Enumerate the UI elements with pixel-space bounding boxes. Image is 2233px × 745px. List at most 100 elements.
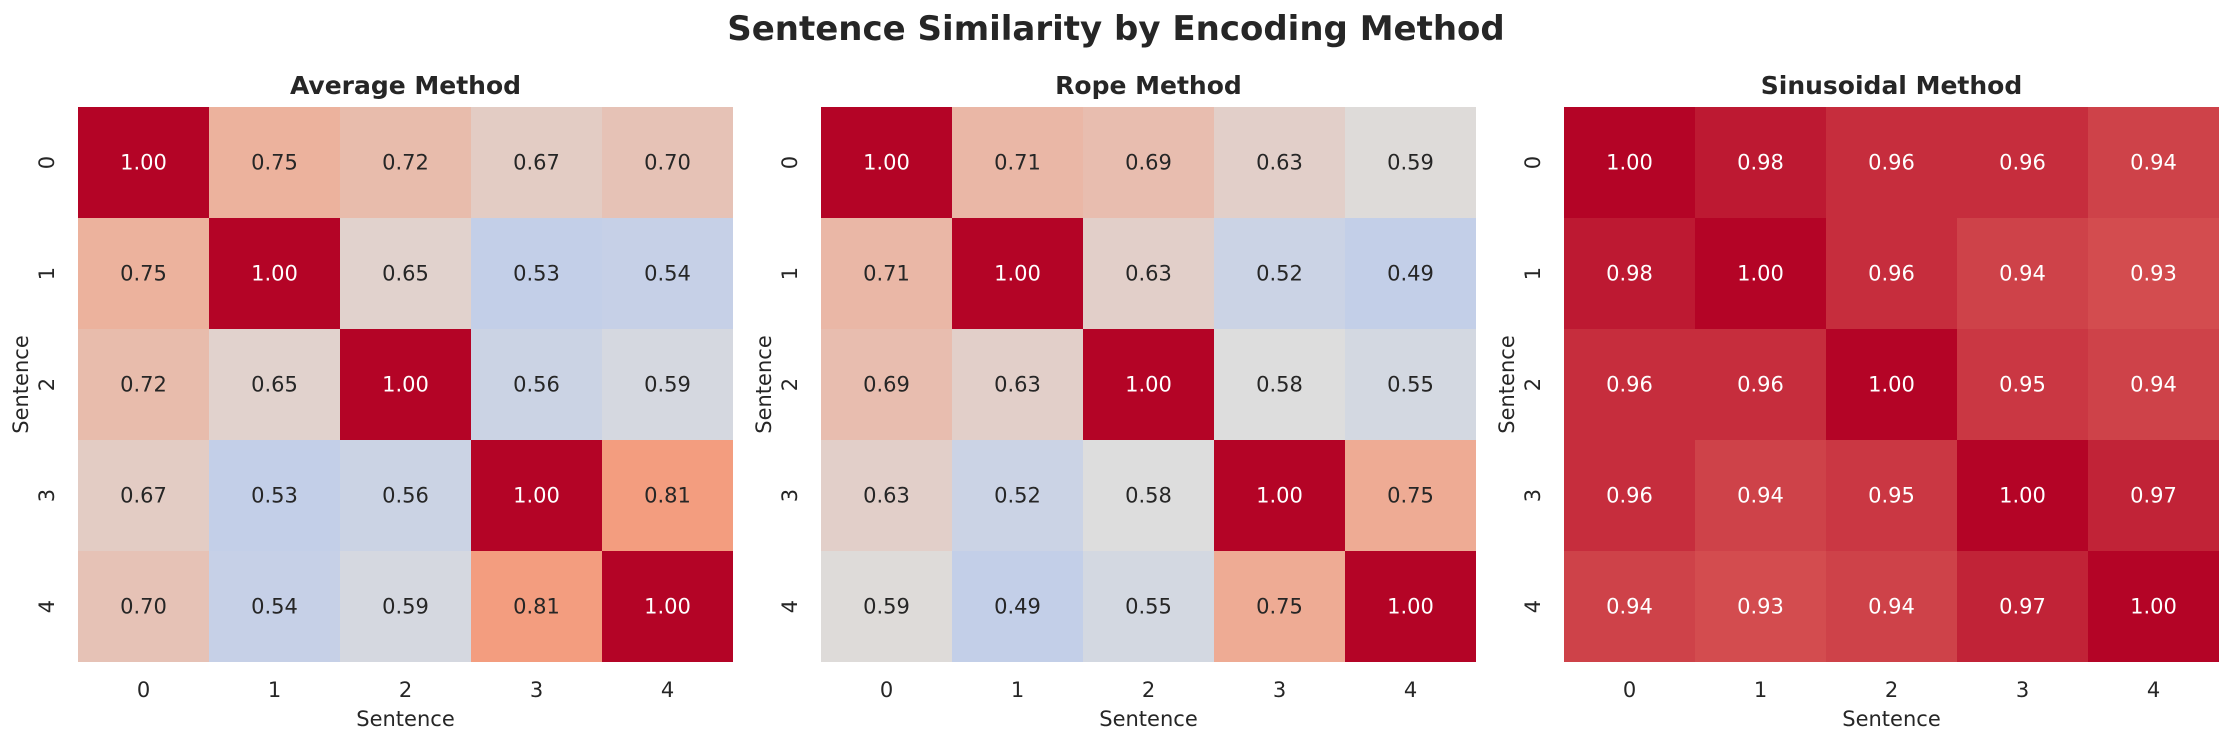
cell-value-label: 0.56: [382, 484, 429, 508]
heatmap-cell: [952, 107, 1083, 218]
cell-value-label: 1.00: [644, 595, 691, 619]
cell-value-label: 0.94: [1868, 595, 1915, 619]
heatmap-cell: [1214, 107, 1345, 218]
y-axis-label: Sentence: [752, 335, 776, 434]
heatmap-cell: [602, 107, 733, 218]
heatmap-cell: [1826, 329, 1957, 440]
cell-value-label: 0.72: [382, 151, 429, 175]
y-tick-label: 2: [35, 378, 59, 391]
cell-value-label: 0.96: [1868, 151, 1915, 175]
heatmap-cell: [1695, 551, 1826, 662]
heatmap-cell: [1957, 218, 2088, 329]
x-tick-label: 0: [1623, 678, 1636, 702]
cell-value-label: 0.65: [251, 373, 298, 397]
cell-value-label: 0.98: [1606, 262, 1653, 286]
cell-value-label: 0.75: [120, 262, 167, 286]
cell-value-label: 0.63: [994, 373, 1041, 397]
heatmap-cell: [340, 551, 471, 662]
heatmap-cell: [209, 329, 340, 440]
heatmap-cell: [1695, 218, 1826, 329]
heatmap-cell: [1214, 329, 1345, 440]
cell-value-label: 0.59: [644, 373, 691, 397]
heatmap-cell: [340, 218, 471, 329]
cell-value-label: 0.81: [513, 595, 560, 619]
x-tick-label: 4: [661, 678, 674, 702]
heatmap-cell: [1083, 551, 1214, 662]
heatmap-cell: [1826, 107, 1957, 218]
cell-value-label: 0.49: [994, 595, 1041, 619]
cell-value-label: 1.00: [1868, 373, 1915, 397]
cell-value-label: 1.00: [1125, 373, 1172, 397]
panel-title: Sinusoidal Method: [1761, 71, 2023, 100]
heatmap-cell: [78, 551, 209, 662]
cell-value-label: 0.67: [513, 151, 560, 175]
x-tick-label: 0: [137, 678, 150, 702]
y-tick-label: 3: [35, 489, 59, 502]
x-tick-label: 4: [1404, 678, 1417, 702]
x-tick-label: 2: [1885, 678, 1898, 702]
heatmap-cell: [2088, 440, 2219, 551]
cell-value-label: 0.94: [2130, 373, 2177, 397]
cell-value-label: 0.71: [863, 262, 910, 286]
panel-title: Average Method: [290, 71, 521, 100]
cell-value-label: 1.00: [1606, 151, 1653, 175]
heatmap-cell: [1083, 440, 1214, 551]
heatmap-panels: Average Method 1.00 0.75 0.72 0.67 0.70 0.75 1.…: [9, 71, 2219, 731]
heatmap-cell: [78, 218, 209, 329]
x-tick-label: 3: [1273, 678, 1286, 702]
heatmap-cell: [1083, 107, 1214, 218]
heatmap-cell: [1695, 329, 1826, 440]
heatmap-cell: [2088, 218, 2219, 329]
heatmap-cell: [1345, 107, 1476, 218]
cell-value-label: 0.98: [1737, 151, 1784, 175]
y-tick-label: 2: [1521, 378, 1545, 391]
heatmap-cell: [1083, 329, 1214, 440]
x-tick-label: 2: [1142, 678, 1155, 702]
cell-value-label: 0.54: [251, 595, 298, 619]
cell-value-label: 1.00: [382, 373, 429, 397]
cell-value-label: 1.00: [1737, 262, 1784, 286]
heatmap-cell: [821, 218, 952, 329]
cell-value-label: 0.58: [1256, 373, 1303, 397]
y-axis-label: Sentence: [9, 335, 33, 434]
cell-value-label: 0.94: [1999, 262, 2046, 286]
x-tick-label: 1: [1754, 678, 1767, 702]
cell-value-label: 1.00: [2130, 595, 2177, 619]
heatmap-cell: [1214, 440, 1345, 551]
heatmap-cell: [209, 107, 340, 218]
heatmap-cell: [340, 329, 471, 440]
cell-value-label: 1.00: [1387, 595, 1434, 619]
heatmap-cell: [1083, 218, 1214, 329]
heatmap-cell: [1214, 218, 1345, 329]
cell-value-label: 0.97: [2130, 484, 2177, 508]
heatmap-cell: [952, 218, 1083, 329]
heatmap-panel: Average Method 1.00 0.75 0.72 0.67 0.70 0.75 1.…: [9, 71, 733, 731]
cell-value-label: 0.55: [1387, 373, 1434, 397]
heatmap-cell: [78, 329, 209, 440]
cell-value-label: 0.72: [120, 373, 167, 397]
cell-value-label: 0.75: [1256, 595, 1303, 619]
heatmap-cell: [821, 440, 952, 551]
cell-value-label: 1.00: [513, 484, 560, 508]
figure-title: Sentence Similarity by Encoding Method: [727, 9, 1505, 49]
heatmap-cell: [1826, 551, 1957, 662]
cell-value-label: 0.96: [1606, 484, 1653, 508]
cell-value-label: 0.96: [1737, 373, 1784, 397]
cell-value-label: 0.93: [2130, 262, 2177, 286]
heatmap-cell: [471, 218, 602, 329]
heatmap-cell: [1564, 440, 1695, 551]
heatmap-cell: [952, 440, 1083, 551]
cell-value-label: 0.95: [1999, 373, 2046, 397]
heatmap-cell: [471, 551, 602, 662]
heatmap-cell: [209, 551, 340, 662]
heatmap-cell: [2088, 107, 2219, 218]
cell-value-label: 0.49: [1387, 262, 1434, 286]
cell-value-label: 0.70: [644, 151, 691, 175]
heatmap-cell: [602, 329, 733, 440]
x-tick-label: 2: [399, 678, 412, 702]
y-tick-label: 1: [35, 267, 59, 280]
x-tick-label: 3: [530, 678, 543, 702]
x-axis-label: Sentence: [1842, 707, 1941, 731]
heatmap-cell: [1826, 440, 1957, 551]
cell-value-label: 0.81: [644, 484, 691, 508]
